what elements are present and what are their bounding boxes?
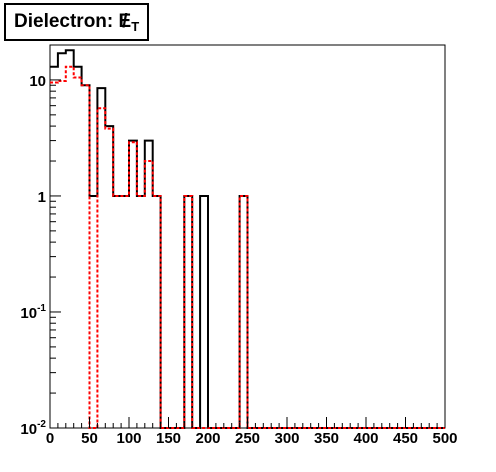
series-line-2	[50, 65, 445, 429]
chart-title: Dielectron: E / T	[4, 3, 150, 41]
x-tick-label: 350	[314, 430, 339, 447]
missing-et-symbol: E /	[119, 5, 132, 39]
title-prefix: Dielectron:	[14, 11, 119, 32]
x-tick-label: 500	[432, 430, 457, 447]
slash-mark: /	[122, 11, 128, 32]
x-tick-label: 300	[274, 430, 299, 447]
x-tick-label: 200	[195, 430, 220, 447]
axis-layer: 0 50 100 150 200 250 300 350 400 450 500 10 1 10-1 10-…	[20, 73, 457, 447]
x-tick-label: 450	[393, 430, 418, 447]
title-symbol: E	[118, 11, 132, 32]
y-tick-label: 10-2	[20, 419, 46, 438]
series-layer	[50, 49, 445, 429]
x-tick-label: 50	[81, 430, 98, 447]
y-tick-label: 10-1	[20, 303, 46, 322]
y-tick-label: 1	[38, 189, 46, 206]
y-tick-label: 10	[29, 73, 46, 90]
x-tick-label: 100	[116, 430, 141, 447]
x-tick-label: 400	[353, 430, 378, 447]
x-tick-label: 150	[156, 430, 181, 447]
x-tick-label: 250	[235, 430, 260, 447]
title-subscript: T	[131, 19, 140, 34]
x-tick-label: 0	[46, 430, 54, 447]
